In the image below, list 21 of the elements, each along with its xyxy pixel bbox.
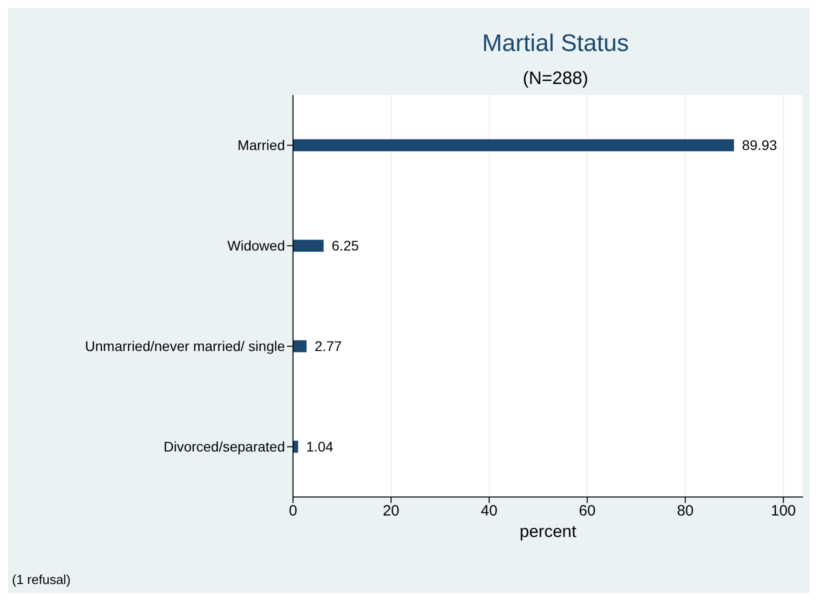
text: (1 refusal) — [12, 572, 71, 587]
x-tick-label: 80 — [676, 502, 694, 520]
chart-subtitle: (N=288) — [522, 68, 590, 89]
data-label: 1.04 — [306, 438, 334, 455]
bar — [293, 240, 324, 252]
x-tick-label: 40 — [480, 502, 498, 520]
data-label: 6.25 — [332, 238, 360, 254]
bar — [293, 340, 307, 352]
x-tick-label: 20 — [382, 502, 400, 520]
data-label: 2.77 — [314, 338, 342, 354]
x-axis-title: percent — [520, 522, 577, 542]
x-tick-label: 0 — [288, 502, 298, 520]
x-tick-label: 100 — [770, 502, 796, 520]
x-tick-label: 60 — [578, 502, 596, 520]
y-tick-label: Unmarried/never married/ single — [85, 338, 286, 354]
y-tick-label: Married — [238, 137, 285, 154]
chart-title: Martial Status — [481, 30, 630, 58]
bar — [293, 139, 734, 152]
y-tick-label: Divorced/separated — [164, 438, 285, 455]
y-tick-label: Widowed — [227, 238, 285, 254]
data-label: 89.93 — [742, 137, 778, 154]
